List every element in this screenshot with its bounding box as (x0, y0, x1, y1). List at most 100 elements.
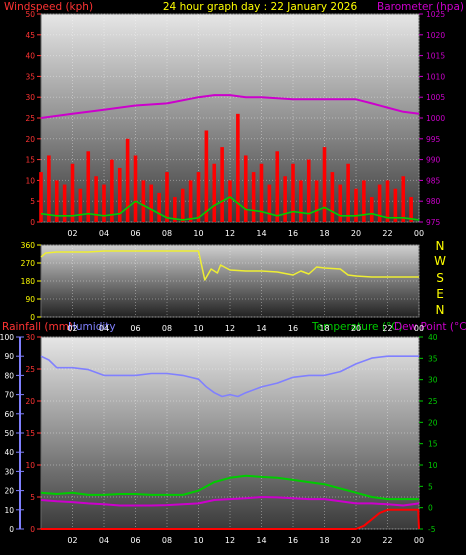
temperature-tick-label: -5 (428, 525, 436, 534)
x-tick-label: 04 (99, 536, 109, 545)
x-tick-label: 16 (288, 324, 298, 333)
humidity-tick-label: 90 (4, 352, 14, 361)
rainfall-axis-title: Rainfall (mm) (2, 321, 73, 333)
direction-panel-bg (40, 244, 420, 318)
x-tick-label: 10 (193, 229, 203, 238)
wind-gust-bar (275, 151, 280, 222)
x-tick-label: 16 (288, 229, 298, 238)
temperature-tick-label: 5 (428, 482, 433, 491)
temperature-tick-label: 25 (428, 397, 438, 406)
dewpoint-axis-title: Dew Point (°C) (394, 321, 466, 333)
lower-panel-bg (40, 336, 420, 530)
x-tick-label: 08 (162, 229, 172, 238)
wind-gust-bar (180, 188, 185, 222)
x-tick-label: 10 (193, 536, 203, 545)
windspeed-tick-label: 20 (25, 135, 35, 144)
windspeed-tick-label: 35 (25, 72, 35, 81)
x-tick-label: 02 (67, 324, 77, 333)
wind-gust-bar (251, 172, 256, 222)
wind-gust-bar (283, 176, 287, 222)
wind-gust-bar (117, 167, 122, 222)
x-tick-label: 18 (319, 536, 329, 545)
barometer-tick-label: 1010 (426, 72, 445, 81)
windspeed-tick-label: 50 (25, 10, 35, 19)
wind-gust-bar (149, 184, 154, 222)
barometer-tick-label: 1015 (426, 52, 445, 61)
wind-gust-bar (94, 176, 98, 222)
x-tick-label: 14 (256, 229, 266, 238)
humidity-tick-label: 30 (4, 467, 14, 476)
windspeed-tick-label: 25 (25, 114, 35, 123)
temperature-tick-label: 30 (428, 376, 438, 385)
x-tick-label: 14 (256, 324, 266, 333)
humidity-tick-label: 0 (9, 525, 14, 534)
wind-gust-bar (306, 159, 311, 222)
x-tick-label: 20 (351, 229, 361, 238)
rainfall-tick-label: 15 (25, 429, 35, 438)
x-tick-label: 18 (319, 324, 329, 333)
compass-label-e: E (436, 287, 444, 301)
compass-label-n-top: N (436, 239, 445, 253)
wind-gust-bar (62, 184, 67, 222)
dewpoint-line (40, 496, 420, 507)
wind-gust-bar (70, 163, 75, 222)
barometer-tick-label: 980 (426, 197, 441, 206)
barometer-tick-label: 995 (426, 135, 441, 144)
wind-gust-bar (141, 180, 146, 222)
wind-gust-bar (259, 163, 264, 222)
direction-tick-label: 360 (21, 241, 36, 250)
windspeed-tick-label: 0 (30, 218, 35, 227)
x-tick-label: 22 (382, 536, 392, 545)
windspeed-tick-label: 40 (25, 52, 35, 61)
humidity-tick-label: 20 (4, 487, 14, 496)
wind-gust-bar (125, 138, 130, 222)
compass-label-s: S (436, 271, 444, 285)
wind-gust-bar (47, 155, 51, 222)
temperature-tick-label: 15 (428, 440, 438, 449)
wind-gust-bar (54, 180, 59, 222)
wind-gust-bar (220, 147, 224, 222)
rainfall-tick-label: 10 (25, 461, 35, 470)
wind-gust-bar (409, 197, 413, 222)
x-tick-label: 16 (288, 536, 298, 545)
wind-gust-bar (314, 180, 319, 222)
x-tick-label: 10 (193, 324, 203, 333)
wind-gust-bar (204, 130, 209, 222)
wind-gust-bar (78, 188, 83, 222)
x-tick-label: 06 (130, 229, 140, 238)
humidity-tick-label: 10 (4, 506, 14, 515)
wind-gust-bar (385, 180, 390, 222)
x-tick-label: 08 (162, 536, 172, 545)
x-tick-label: 06 (130, 536, 140, 545)
x-tick-label: 00 (414, 536, 424, 545)
wind-gust-bar (212, 163, 217, 222)
wind-gust-bar (291, 163, 295, 222)
direction-tick-label: 180 (21, 277, 36, 286)
wind-gust-bar (299, 180, 303, 222)
x-tick-label: 20 (351, 536, 361, 545)
wind-gust-bar (338, 184, 343, 222)
humidity-tick-label: 80 (4, 371, 14, 380)
temperature-axis-title: Temperature (°C) (311, 321, 403, 333)
x-tick-label: 04 (99, 229, 109, 238)
wind-gust-bar (228, 180, 232, 222)
wind-gust-bar (188, 180, 193, 222)
x-tick-label: 00 (414, 229, 424, 238)
x-tick-label: 20 (351, 324, 361, 333)
windspeed-tick-label: 15 (25, 156, 35, 165)
humidity-line (40, 355, 419, 398)
wind-average-line (40, 196, 420, 221)
direction-tick-label: 0 (30, 313, 35, 322)
x-tick-label: 22 (382, 324, 392, 333)
wind-gust-bar (39, 172, 43, 222)
wind-gust-bar (157, 192, 161, 222)
x-tick-label: 14 (256, 536, 266, 545)
wind-gust-bar (369, 197, 374, 222)
wind-gust-bar (236, 113, 240, 222)
temperature-tick-label: 0 (428, 504, 433, 513)
barometer-line (40, 94, 420, 119)
x-tick-label: 00 (414, 324, 424, 333)
barometer-tick-label: 1020 (426, 31, 445, 40)
temperature-line (40, 474, 419, 501)
